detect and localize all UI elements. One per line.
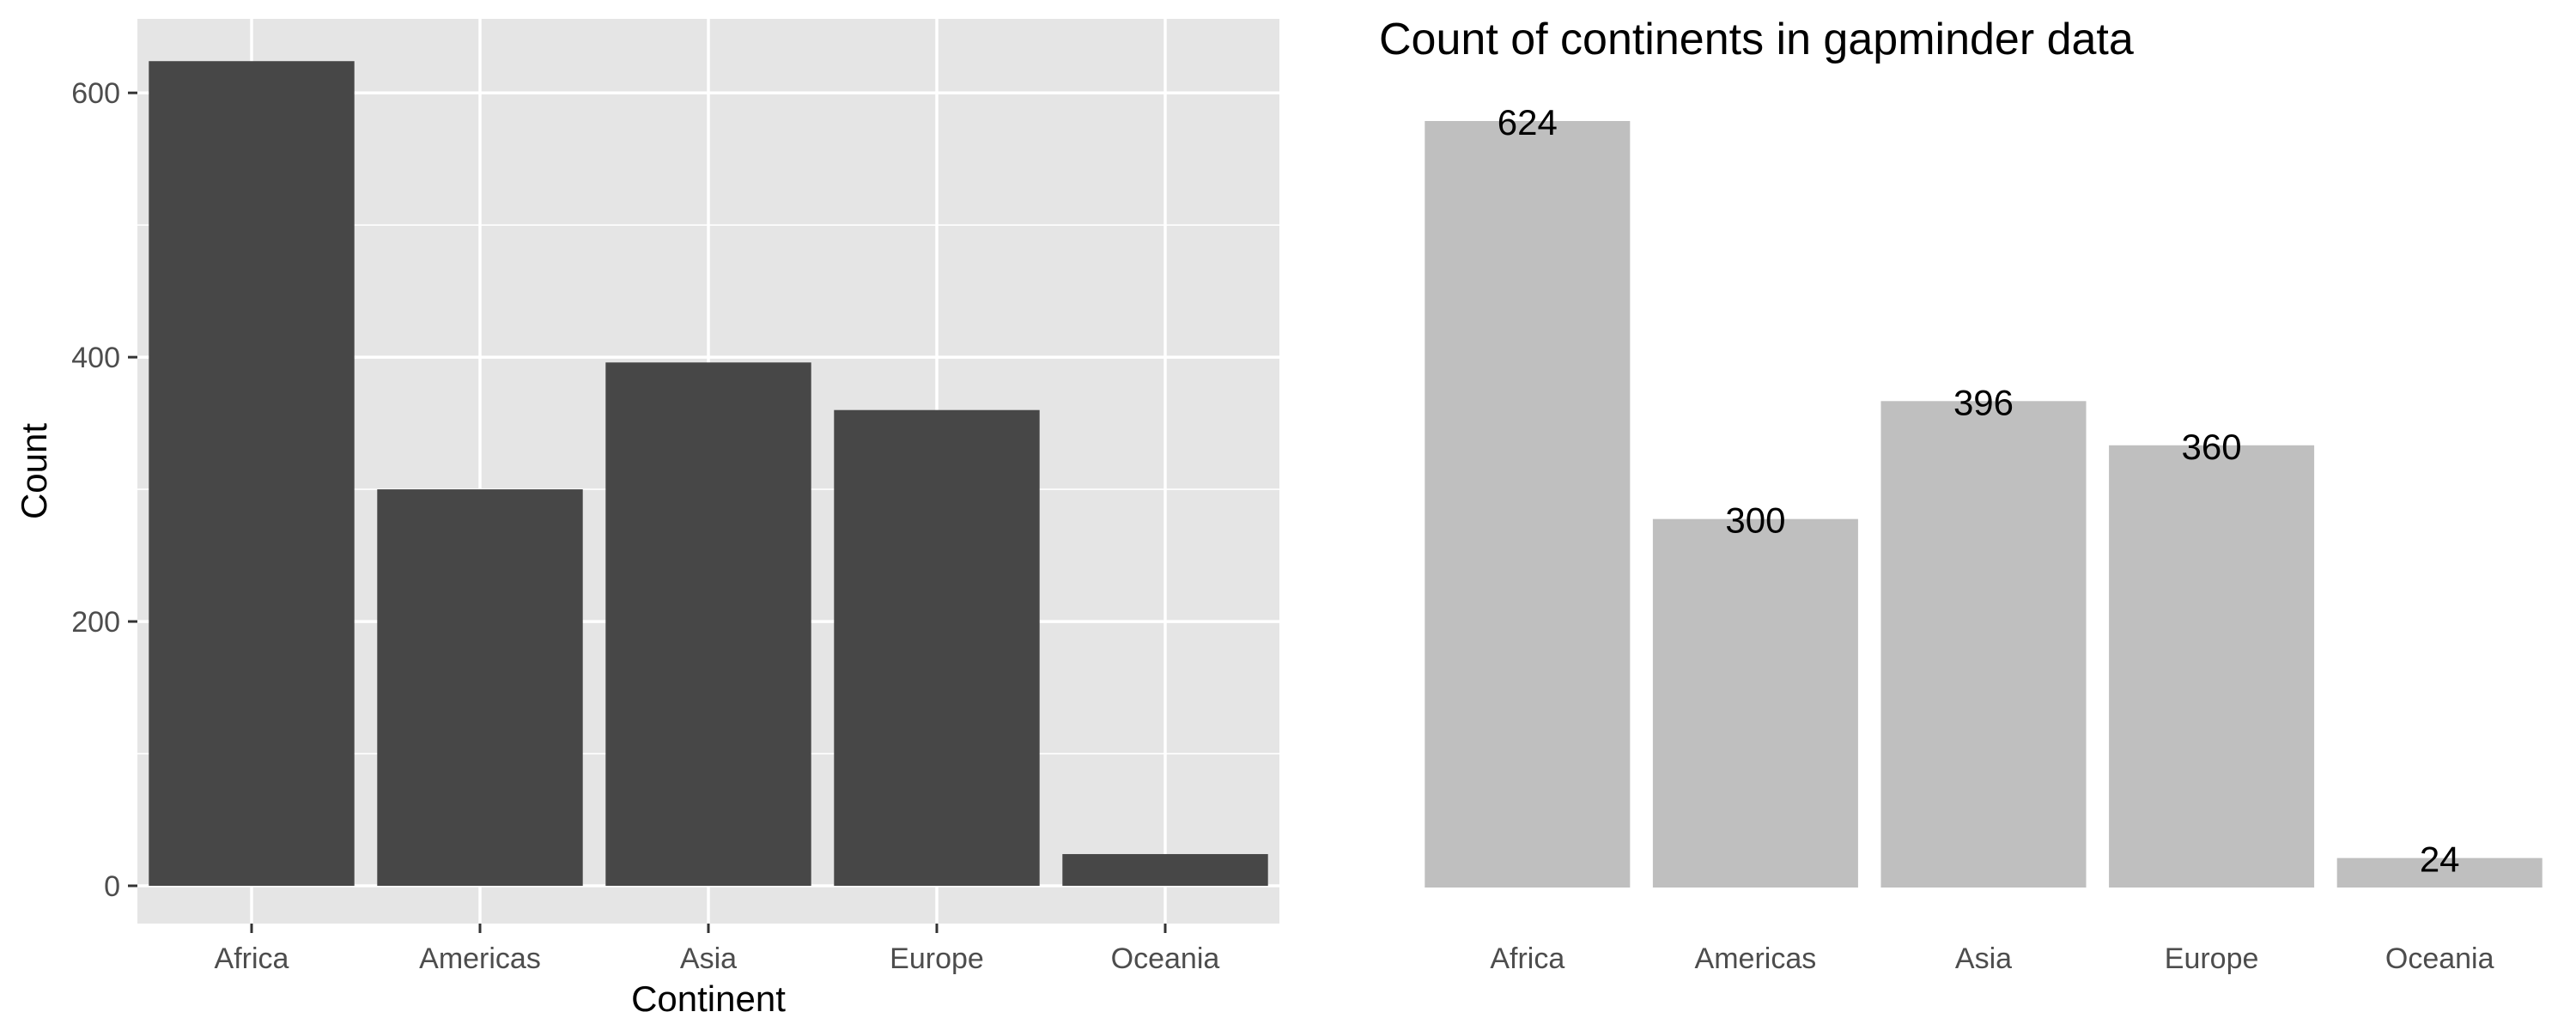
- right-bar-asia: [1880, 401, 2087, 888]
- right-x-tick-label-americas: Americas: [1695, 942, 1817, 975]
- left-x-tick-label-europe: Europe: [890, 942, 984, 975]
- right-bar-oceania: [2336, 857, 2543, 888]
- right-data-label-americas: 300: [1725, 500, 1785, 541]
- left-x-tick-label-africa: Africa: [215, 942, 289, 975]
- left-x-tick-label-oceania: Oceania: [1111, 942, 1220, 975]
- left-x-tick-label-americas: Americas: [419, 942, 541, 975]
- left-y-tick-label: 200: [71, 606, 120, 639]
- right-data-label-africa: 624: [1498, 102, 1558, 142]
- left-bar-americas: [377, 489, 583, 886]
- left-y-tick-label: 400: [71, 342, 120, 374]
- left-y-tick-label: 0: [104, 870, 120, 903]
- right-x-tick-label-africa: Africa: [1490, 942, 1564, 975]
- left-chart: 0 200 400 600 Africa Americas Asia Europe Ocean…: [14, 19, 1279, 1019]
- right-bars: [1425, 121, 2543, 888]
- right-data-label-europe: 360: [2182, 427, 2242, 467]
- left-x-axis-title: Continent: [631, 978, 786, 1019]
- left-y-axis: 0 200 400 600: [71, 77, 137, 903]
- right-x-tick-label-asia: Asia: [1955, 942, 2012, 975]
- left-y-axis-title: Count: [14, 423, 54, 519]
- right-chart-title: Count of continents in gapminder data: [1379, 15, 2134, 64]
- right-bar-americas: [1652, 518, 1858, 888]
- right-bar-africa: [1425, 121, 1631, 888]
- left-bar-africa: [149, 61, 355, 886]
- right-data-label-asia: 396: [1953, 382, 2014, 422]
- right-data-labels: 624 300 396 360 24: [1498, 102, 2460, 880]
- left-bars: [149, 61, 1268, 886]
- right-bar-europe: [2109, 445, 2315, 888]
- left-bar-europe: [834, 409, 1040, 886]
- right-data-label-oceania: 24: [2420, 839, 2460, 880]
- left-bar-asia: [605, 362, 811, 886]
- right-x-tick-label-oceania: Oceania: [2385, 942, 2494, 975]
- left-bar-oceania: [1062, 854, 1268, 886]
- left-x-tick-label-asia: Asia: [680, 942, 737, 975]
- left-y-tick-label: 600: [71, 77, 120, 110]
- right-x-tick-label-europe: Europe: [2165, 942, 2259, 975]
- left-x-axis: Africa Americas Asia Europe Oceania: [215, 924, 1220, 975]
- right-x-axis: Africa Americas Asia Europe Oceania: [1490, 942, 2494, 975]
- right-chart: Count of continents in gapminder data 62…: [1379, 15, 2543, 975]
